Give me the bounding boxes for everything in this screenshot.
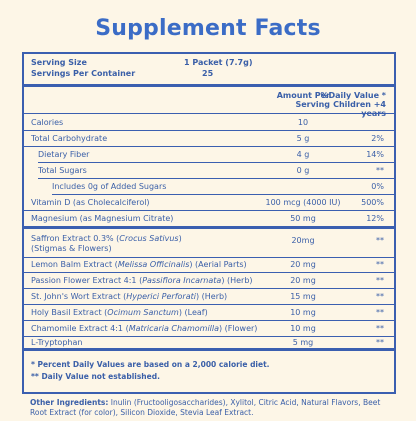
nutrient-label: Dietary Fiber (38, 150, 90, 159)
divider (24, 113, 394, 114)
dv-value: ** (376, 338, 384, 347)
amount-value: 5 g (296, 134, 310, 143)
divider (24, 84, 394, 87)
other-ingredients-label: Other Ingredients: (30, 398, 109, 407)
dv-value: ** (376, 324, 384, 333)
amount-value: 100 mcg (4000 IU) (265, 198, 341, 207)
amount-value: 15 mg (290, 292, 316, 301)
dv-value: ** (376, 292, 384, 301)
dv-value: 0% (371, 182, 384, 191)
dv-value: ** (376, 166, 384, 175)
other-ingredients: Other Ingredients: Inulin (Fructooligosa… (30, 398, 396, 418)
row-divider (24, 257, 394, 258)
row-divider (24, 320, 394, 321)
row-divider (24, 288, 394, 289)
dv-value: 500% (361, 198, 384, 207)
row-divider (24, 130, 394, 131)
amount-header: Amount Per Serving (276, 91, 330, 109)
nutrient-label: St. John's Wort Extract (Hyperici Perfor… (31, 292, 228, 301)
page-title: Supplement Facts (95, 16, 321, 41)
row-divider (24, 146, 394, 147)
dv-value: ** (376, 236, 384, 245)
dv-value: ** (376, 276, 384, 285)
row-divider (38, 162, 394, 163)
dv-value: ** (376, 260, 384, 269)
nutrient-label: Chamomile Extract 4:1 (Matricaria Chamom… (31, 324, 258, 333)
amount-value: 20 mg (290, 260, 316, 269)
amount-value: 0 g (296, 166, 310, 175)
servings-value: 25 (202, 69, 214, 78)
dv-value: 12% (366, 214, 384, 223)
nutrient-label: L-Tryptophan (31, 338, 83, 347)
amount-value: 20 mg (290, 276, 316, 285)
row-divider (24, 210, 394, 211)
nutrient-label: Saffron Extract 0.3% (Crocus Sativus) (St… (31, 234, 182, 253)
nutrient-label: Total Sugars (38, 166, 87, 175)
divider (24, 348, 394, 351)
nutrient-label: Includes 0g of Added Sugars (52, 182, 167, 191)
nutrient-label: Calories (31, 118, 64, 127)
amount-value: 50 mg (290, 214, 316, 223)
nutrient-label: Lemon Balm Extract (Melissa Officinalis)… (31, 260, 247, 269)
nutrient-label: Passion Flower Extract 4:1 (Passiflora I… (31, 276, 253, 285)
amount-value: 4 g (296, 150, 310, 159)
amount-value: 20mg (291, 236, 315, 245)
amount-value: 10 mg (290, 324, 316, 333)
dv-value: 14% (366, 150, 384, 159)
amount-value: 5 mg (292, 338, 314, 347)
other-ingredients-text: Inulin (Fructooligosaccharides), Xylitol… (30, 398, 381, 417)
supplement-facts-panel: Serving Size 1 Packet (7.7g) Servings Pe… (22, 52, 396, 394)
footnote-established: ** Daily Value not established. (31, 372, 160, 381)
serving-size-value: 1 Packet (7.7g) (184, 58, 253, 67)
footnote-dv: * Percent Daily Values are based on a 2,… (31, 360, 270, 369)
row-divider (24, 304, 394, 305)
row-divider (38, 178, 394, 179)
row-divider (24, 336, 394, 337)
servings-label: Servings Per Container (31, 69, 136, 78)
nutrient-label: Magnesium (as Magnesium Citrate) (31, 214, 174, 223)
dv-value: ** (376, 308, 384, 317)
dv-value: 2% (371, 134, 384, 143)
row-divider (52, 194, 394, 195)
row-divider (24, 272, 394, 273)
amount-value: 10 (297, 118, 309, 127)
amount-value: 10 mg (290, 308, 316, 317)
row-divider (24, 226, 394, 229)
nutrient-label: Total Carbohydrate (31, 134, 108, 143)
nutrient-label: Vitamin D (as Cholecalciferol) (31, 198, 150, 207)
nutrient-label: Holy Basil Extract (Ocimum Sanctum) (Lea… (31, 308, 208, 317)
serving-size-label: Serving Size (31, 58, 87, 67)
